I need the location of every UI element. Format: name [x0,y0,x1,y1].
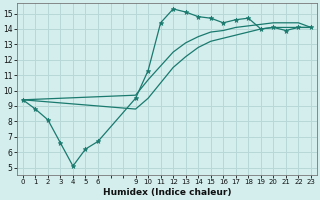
X-axis label: Humidex (Indice chaleur): Humidex (Indice chaleur) [103,188,231,197]
